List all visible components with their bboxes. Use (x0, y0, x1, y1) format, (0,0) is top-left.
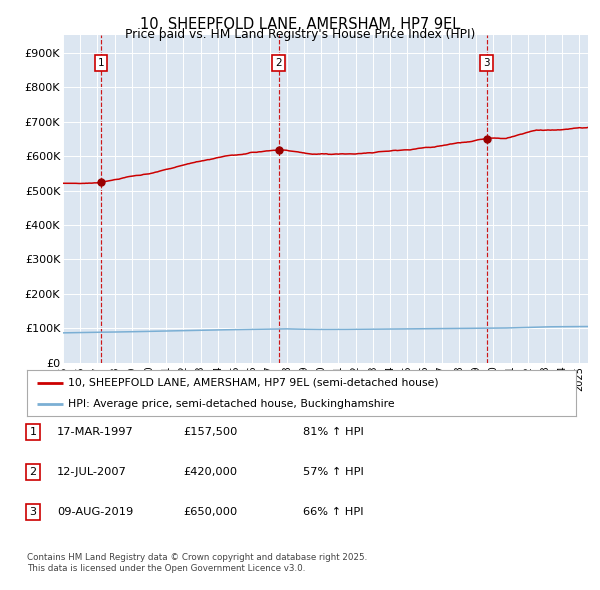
Text: 66% ↑ HPI: 66% ↑ HPI (303, 507, 364, 517)
Text: £650,000: £650,000 (183, 507, 237, 517)
Text: 09-AUG-2019: 09-AUG-2019 (57, 507, 133, 517)
Text: 12-JUL-2007: 12-JUL-2007 (57, 467, 127, 477)
Text: £420,000: £420,000 (183, 467, 237, 477)
Text: 10, SHEEPFOLD LANE, AMERSHAM, HP7 9EL (semi-detached house): 10, SHEEPFOLD LANE, AMERSHAM, HP7 9EL (s… (68, 378, 439, 388)
Text: 2: 2 (275, 58, 282, 68)
Text: 81% ↑ HPI: 81% ↑ HPI (303, 427, 364, 437)
Text: 2: 2 (29, 467, 37, 477)
Text: 10, SHEEPFOLD LANE, AMERSHAM, HP7 9EL: 10, SHEEPFOLD LANE, AMERSHAM, HP7 9EL (140, 17, 460, 31)
Text: 17-MAR-1997: 17-MAR-1997 (57, 427, 134, 437)
Text: 57% ↑ HPI: 57% ↑ HPI (303, 467, 364, 477)
Text: Price paid vs. HM Land Registry's House Price Index (HPI): Price paid vs. HM Land Registry's House … (125, 28, 475, 41)
Text: £157,500: £157,500 (183, 427, 238, 437)
Text: 3: 3 (484, 58, 490, 68)
Text: 1: 1 (29, 427, 37, 437)
Text: 1: 1 (98, 58, 104, 68)
Text: 3: 3 (29, 507, 37, 517)
Text: HPI: Average price, semi-detached house, Buckinghamshire: HPI: Average price, semi-detached house,… (68, 399, 395, 409)
Text: Contains HM Land Registry data © Crown copyright and database right 2025.
This d: Contains HM Land Registry data © Crown c… (27, 553, 367, 573)
